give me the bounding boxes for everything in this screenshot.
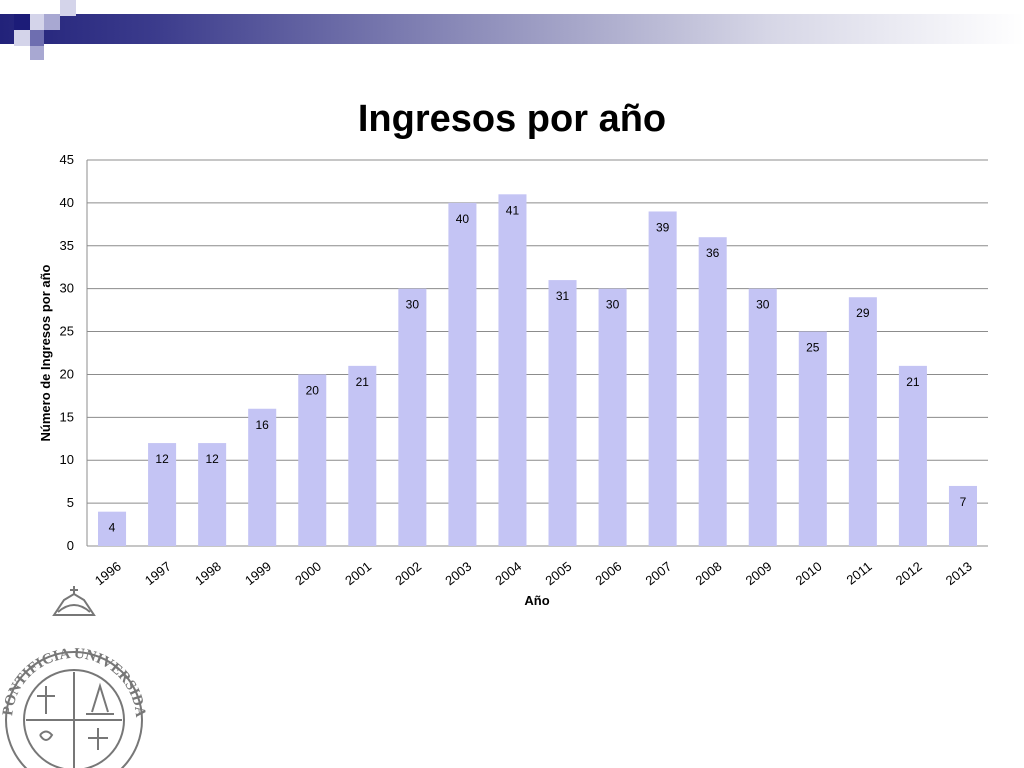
data-label: 31: [556, 289, 570, 303]
x-tick-label: 2010: [793, 559, 825, 589]
bar: [98, 511, 127, 546]
y-tick-label: 45: [60, 152, 74, 167]
data-label: 30: [756, 298, 770, 312]
data-label: 41: [506, 203, 520, 217]
bar: [698, 237, 727, 546]
header-deco-square: [44, 14, 60, 30]
y-tick-label: 0: [67, 538, 74, 553]
data-label: 16: [256, 418, 270, 432]
chart-title: Ingresos por año: [357, 98, 667, 140]
y-tick-label: 25: [60, 324, 74, 339]
x-tick-label: 2003: [442, 559, 474, 589]
header-deco-square: [14, 14, 30, 30]
y-tick-label: 15: [60, 409, 74, 424]
bar: [298, 374, 327, 546]
seal-text: PONTIFICIA UNIVERSIDAD CATOLICA: [0, 0, 148, 718]
bar: [848, 297, 877, 546]
header-deco-square: [30, 46, 44, 60]
data-label: 21: [906, 375, 920, 389]
x-tick-label: 2006: [592, 559, 624, 589]
bar: [348, 365, 377, 546]
y-tick-label: 20: [60, 366, 74, 381]
header-deco-square: [30, 30, 44, 46]
x-tick-label: 1999: [242, 559, 274, 589]
header-deco-square: [30, 14, 44, 30]
data-label: 30: [406, 298, 420, 312]
x-tick-label: 2012: [893, 559, 925, 589]
data-label: 25: [806, 341, 820, 355]
bar: [148, 443, 177, 546]
x-tick-label: 2000: [292, 559, 324, 589]
header-gradient-bar: [0, 14, 1024, 44]
y-tick-label: 10: [60, 452, 74, 467]
y-tick-label: 30: [60, 281, 74, 296]
data-label: 4: [109, 521, 116, 535]
university-seal-logo: PONTIFICIA UNIVERSIDAD CATOLICA: [0, 0, 148, 768]
bar: [448, 202, 477, 546]
data-label: 12: [155, 452, 169, 466]
bar: [948, 485, 977, 546]
data-label: 12: [205, 452, 219, 466]
header-deco-square: [14, 30, 30, 46]
x-tick-label: 1998: [192, 559, 224, 589]
x-tick-label: 2011: [843, 559, 874, 588]
x-tick-label: 2007: [642, 559, 674, 589]
data-label: 39: [656, 220, 670, 234]
x-tick-label: 2013: [943, 559, 975, 589]
data-label: 21: [356, 375, 370, 389]
data-label: 29: [856, 306, 870, 320]
bars: [98, 194, 977, 547]
x-tick-label: 2005: [542, 559, 574, 589]
bar: [398, 288, 427, 546]
data-label: 36: [706, 246, 720, 260]
x-axis-title: Año: [524, 593, 549, 608]
bar: [798, 331, 827, 546]
bar: [748, 288, 777, 546]
y-axis-title: Número de Ingresos por año: [38, 264, 53, 441]
data-label: 30: [606, 298, 620, 312]
bar: [598, 288, 627, 546]
x-tick-label: 2002: [392, 559, 424, 589]
y-tick-label: 5: [67, 495, 74, 510]
bar: [548, 280, 577, 546]
y-tick-label: 35: [60, 238, 74, 253]
data-label: 7: [960, 495, 967, 509]
header-deco-square: [60, 0, 76, 16]
bar: [198, 443, 227, 546]
x-tick-label: 2008: [693, 559, 725, 589]
data-label: 20: [306, 383, 320, 397]
bar: [248, 408, 277, 546]
bar: [498, 194, 527, 547]
x-tick-label: 2004: [492, 559, 524, 589]
bar: [648, 211, 677, 546]
x-tick-label: 2001: [342, 559, 374, 589]
y-tick-label: 40: [60, 195, 74, 210]
gridlines: [86, 159, 988, 547]
x-tick-label: 2009: [743, 559, 775, 589]
data-label: 40: [456, 212, 470, 226]
bar: [898, 365, 927, 546]
